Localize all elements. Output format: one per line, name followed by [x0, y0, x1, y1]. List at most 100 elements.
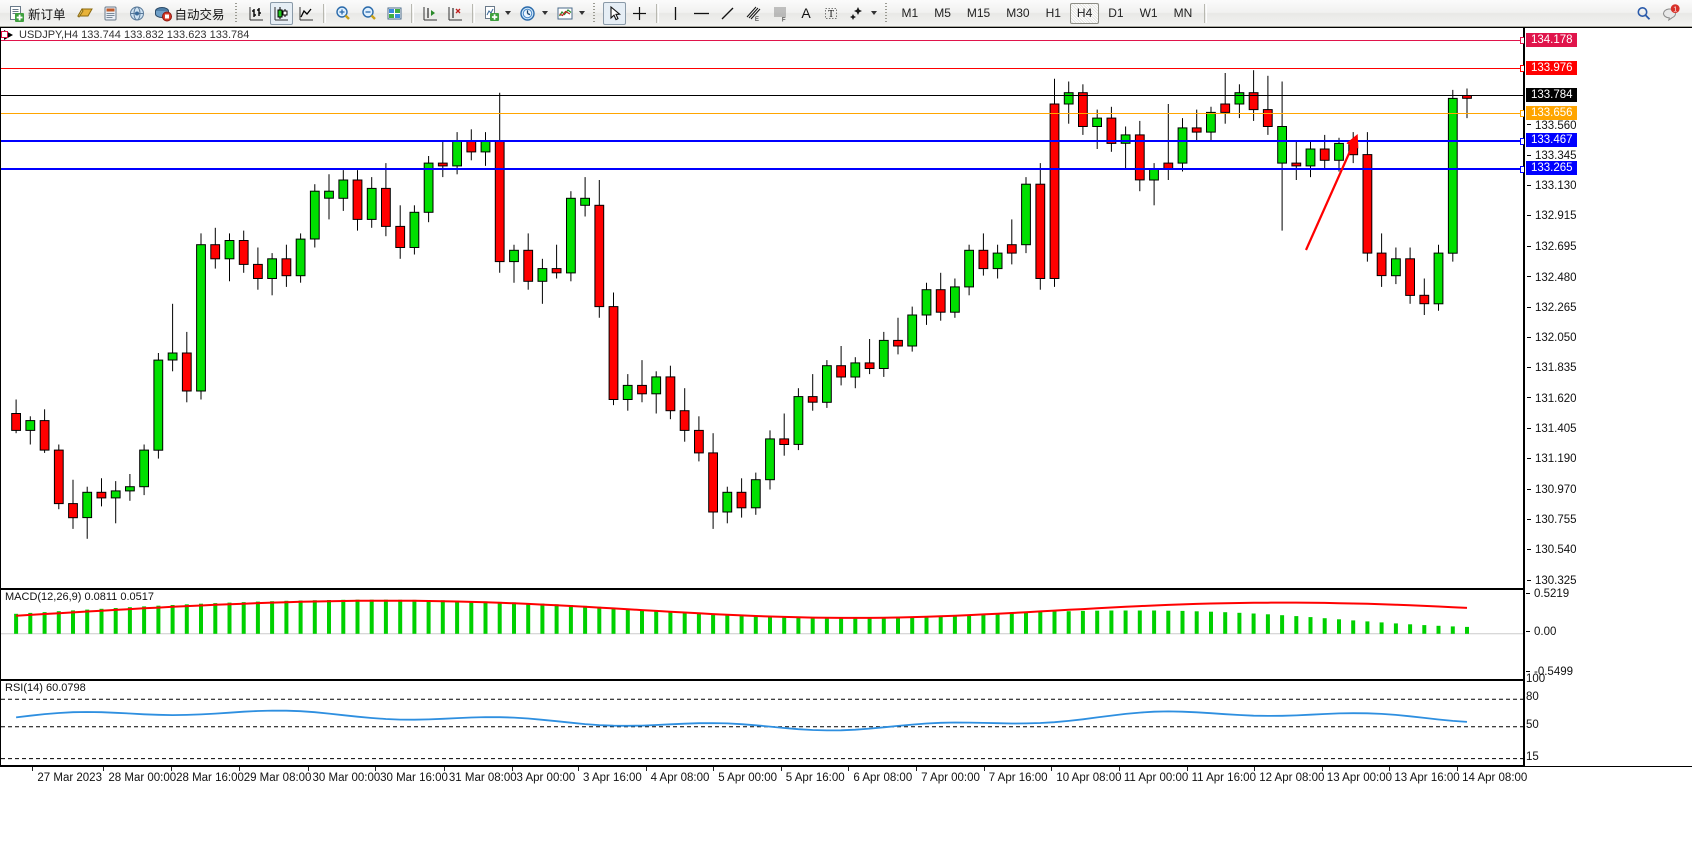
time-tick-label: 12 Apr 08:00 [1259, 772, 1325, 784]
resistance-line-2[interactable] [1, 65, 1527, 72]
time-tick-label: 4 Apr 08:00 [650, 772, 710, 784]
templates-button[interactable] [553, 2, 588, 25]
rsi-plot [1, 698, 1523, 760]
chevron-down-icon[interactable] [504, 11, 511, 15]
time-tick-label: 5 Apr 16:00 [785, 772, 845, 784]
tile-windows-button[interactable] [383, 2, 406, 25]
bar-chart-button[interactable] [245, 2, 268, 25]
price-label-133-784[interactable]: 133.784 [1526, 88, 1577, 102]
cursor-arrow-icon [607, 5, 622, 22]
timeframe-h4[interactable]: H4 [1069, 2, 1100, 24]
price-label-134-178[interactable]: 134.178 [1526, 32, 1577, 47]
auto-scroll-button[interactable] [444, 2, 467, 25]
chart-container[interactable]: USDJPY,H4 133.744 133.832 133.623 133.78… [0, 27, 1692, 849]
time-tick-mark [1457, 767, 1459, 771]
periods-button[interactable] [516, 2, 551, 25]
trendline-tool[interactable] [716, 2, 739, 25]
candlestick-chart-button[interactable] [269, 1, 293, 25]
price-tick: 132.915 [1527, 210, 1577, 222]
timeframe-m5[interactable]: M5 [934, 6, 951, 20]
time-tick-mark [578, 767, 579, 771]
price-label-133-656[interactable]: 133.656 [1526, 106, 1577, 120]
symbol-handle[interactable] [1, 31, 8, 38]
equidistant-channel-tool[interactable]: E [741, 2, 766, 25]
new-order-button[interactable]: 新订单 [5, 2, 71, 25]
timeframe-group: M1 M5 M15 M30 H1 H4 D1 W1 MN [894, 2, 1201, 24]
time-tick-label: 13 Apr 00:00 [1326, 772, 1393, 784]
price-tick: 130.540 [1527, 544, 1577, 556]
trend-arrow[interactable] [1291, 128, 1411, 258]
macd-pane[interactable]: MACD(12,26,9) 0.0811 0.0517 [0, 589, 1524, 680]
time-tick-label: 28 Mar 16:00 [176, 772, 244, 784]
line-chart-button[interactable] [295, 2, 318, 25]
horizontal-line-icon [692, 5, 711, 22]
timeframe-h1[interactable]: H1 [1045, 6, 1061, 20]
time-tick-label: 7 Apr 00:00 [921, 772, 980, 784]
macd-plot [1, 599, 1523, 635]
time-tick-label: 3 Apr 16:00 [583, 772, 642, 784]
timeframe-d1[interactable]: D1 [1108, 6, 1124, 20]
chevron-down-icon[interactable] [870, 11, 877, 15]
time-tick-label: 31 Mar 08:00 [448, 772, 517, 784]
rsi-pane[interactable]: RSI(14) 60.0798 [0, 680, 1524, 766]
candlestick-plot [11, 70, 1472, 539]
toolbar-separator [1204, 3, 1208, 23]
macd-tick: -0.5499 [1526, 666, 1573, 678]
indicators-button[interactable] [480, 2, 514, 25]
time-tick-mark [171, 767, 173, 771]
price-tick: 130.755 [1527, 514, 1577, 526]
svg-text:T: T [828, 9, 834, 20]
time-axis[interactable]: 27 Mar 2023 28 Mar 00:00 28 Mar 16:00 29 Ma… [0, 766, 1692, 792]
text-label-tool[interactable]: T [820, 2, 843, 25]
zoom-in-button[interactable] [331, 2, 355, 25]
price-tick: 132.480 [1527, 272, 1577, 284]
timeframe-w1[interactable]: W1 [1139, 6, 1158, 20]
vertical-line-tool[interactable] [664, 2, 687, 25]
time-tick-label: 30 Mar 16:00 [380, 772, 448, 784]
autotrading-button[interactable]: 自动交易 [151, 2, 230, 25]
price-label-133-976[interactable]: 133.976 [1526, 61, 1577, 75]
timeframe-m15[interactable]: M15 [966, 6, 991, 20]
pivot-line[interactable] [1, 110, 1527, 117]
crosshair-tool[interactable] [628, 2, 651, 25]
chart-shift-button[interactable] [419, 2, 442, 25]
time-tick-label: 28 Mar 00:00 [108, 772, 177, 784]
price-tick: 131.190 [1527, 453, 1577, 465]
symbol-arrow-icon [4, 30, 13, 40]
time-tick-mark [848, 767, 850, 771]
time-tick-label: 3 Apr 00:00 [516, 772, 576, 784]
price-pane[interactable]: USDJPY,H4 133.744 133.832 133.623 133.78… [0, 27, 1527, 589]
timeframe-m1[interactable]: M1 [901, 6, 919, 20]
text-label-icon: T [823, 5, 839, 22]
terminal-button[interactable] [99, 2, 123, 25]
chevron-down-icon[interactable] [541, 11, 548, 15]
cursor-tool[interactable] [602, 1, 626, 25]
time-tick-mark [645, 767, 647, 771]
timeframe-m30[interactable]: M30 [1006, 6, 1030, 20]
expert-advisors-button[interactable] [73, 2, 97, 25]
autotrading-label: 自动交易 [174, 7, 225, 22]
shapes-tool[interactable] [845, 2, 880, 25]
fibonacci-tool[interactable]: F [768, 2, 793, 25]
toolbar-separator [471, 3, 475, 23]
price-tick: 133.345 [1527, 150, 1577, 162]
toolbar-separator [410, 3, 414, 23]
time-tick-label: 5 Apr 00:00 [718, 772, 778, 784]
toolbar-separator [322, 3, 326, 23]
zoom-out-button[interactable] [357, 2, 381, 25]
price-scale[interactable]: 133.560 133.345 133.130 132.915 132.695 132.4… [1524, 27, 1692, 766]
text-tool[interactable]: A [795, 2, 818, 25]
signals-button[interactable] [125, 2, 149, 25]
notification-button[interactable]: 1 [1658, 2, 1684, 25]
price-label-133-265[interactable]: 133.265 [1526, 161, 1577, 175]
macd-tick: 0.5219 [1526, 588, 1569, 600]
chevron-down-icon[interactable] [578, 11, 585, 15]
search-button[interactable] [1632, 2, 1656, 25]
svg-text:1: 1 [1673, 6, 1677, 13]
price-tick: 133.560 [1527, 120, 1577, 132]
price-label-133-467[interactable]: 133.467 [1526, 132, 1577, 147]
price-tick: 130.970 [1527, 484, 1577, 496]
folder-gold-icon [76, 5, 94, 22]
horizontal-line-tool[interactable] [689, 2, 714, 25]
timeframe-mn[interactable]: MN [1173, 6, 1193, 20]
